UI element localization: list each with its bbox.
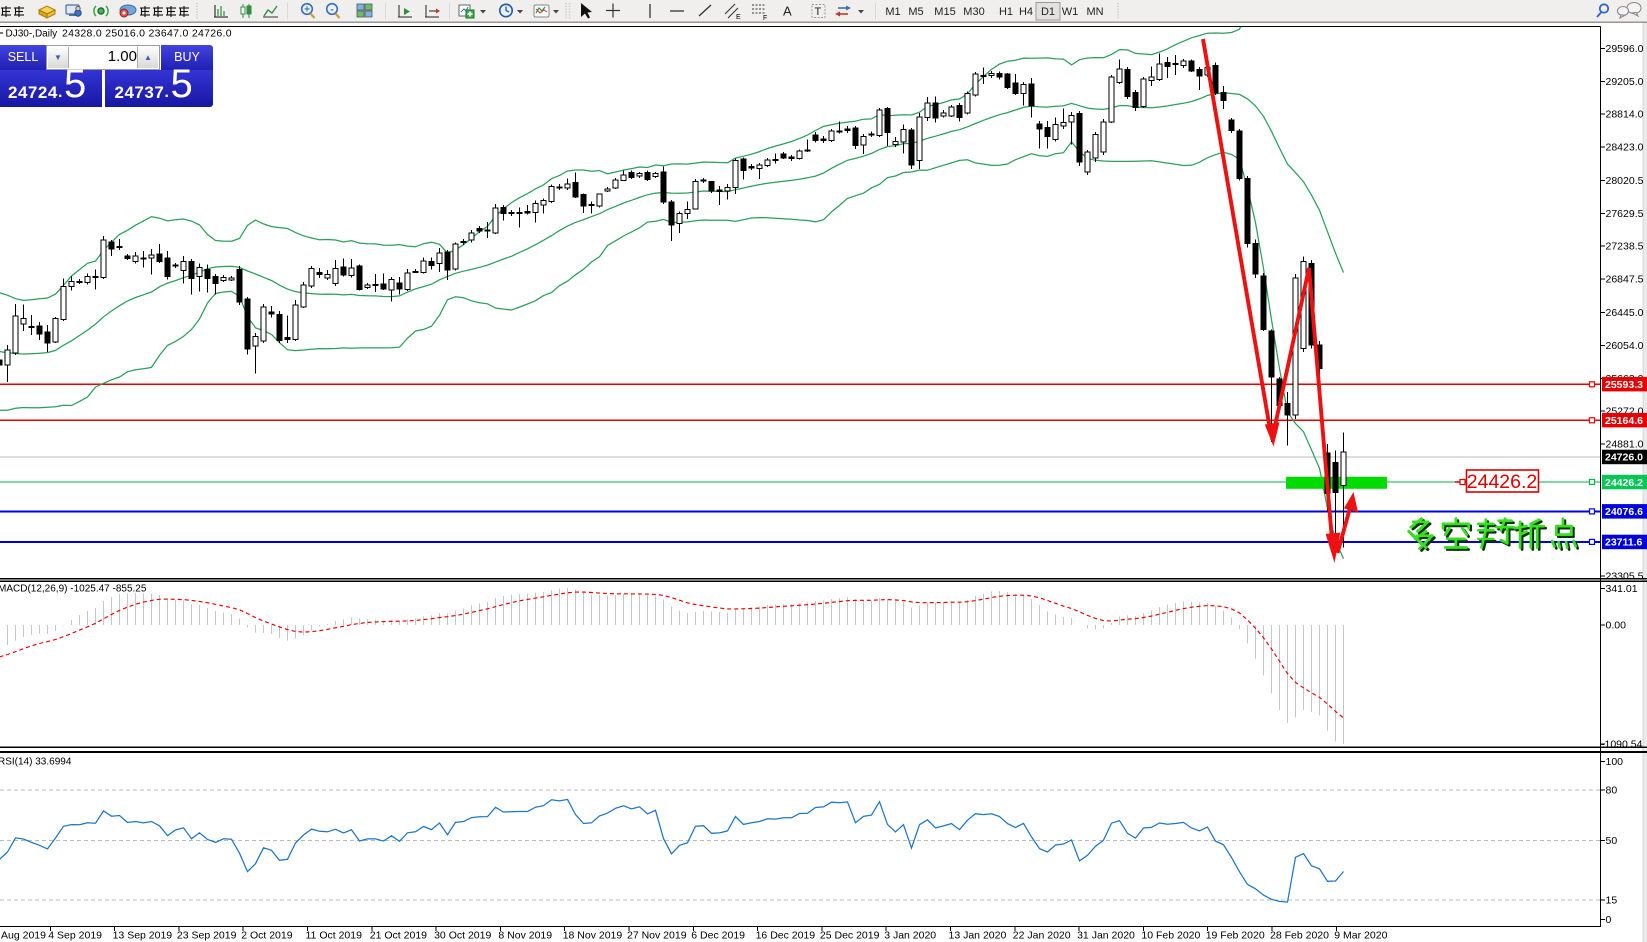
svg-text:Aug 2019: Aug 2019	[1, 930, 46, 942]
svg-text:M15: M15	[934, 6, 955, 18]
svg-text:11 Oct 2019: 11 Oct 2019	[306, 930, 363, 942]
svg-text:21 Oct 2019: 21 Oct 2019	[370, 930, 427, 942]
svg-text:MACD(12,26,9) -1025.47 -855.25: MACD(12,26,9) -1025.47 -855.25	[0, 584, 147, 595]
svg-text:10 Feb 2020: 10 Feb 2020	[1141, 930, 1200, 942]
svg-text:H1: H1	[999, 6, 1013, 18]
svg-text:A: A	[783, 4, 792, 19]
svg-text:26445.0: 26445.0	[1606, 307, 1644, 319]
svg-text:50: 50	[1606, 835, 1618, 847]
svg-text:25164.6: 25164.6	[1605, 415, 1643, 427]
svg-text:4 Sep 2019: 4 Sep 2019	[48, 930, 102, 942]
svg-text:MN: MN	[1086, 6, 1103, 18]
svg-text:-1090.54: -1090.54	[1601, 739, 1643, 751]
svg-text:15: 15	[1606, 894, 1618, 906]
svg-text:28814.0: 28814.0	[1606, 109, 1644, 121]
svg-text:M30: M30	[963, 6, 984, 18]
svg-text:13 Jan 2020: 13 Jan 2020	[949, 930, 1007, 942]
svg-text:24426.2: 24426.2	[1605, 477, 1643, 489]
svg-text:13 Sep 2019: 13 Sep 2019	[113, 930, 173, 942]
svg-text:24726.0: 24726.0	[1605, 452, 1643, 464]
svg-text:80: 80	[1606, 784, 1618, 796]
svg-text:24881.0: 24881.0	[1606, 438, 1644, 450]
svg-text:M5: M5	[908, 6, 923, 18]
svg-text:29596.0: 29596.0	[1606, 43, 1644, 55]
svg-text:31 Jan 2020: 31 Jan 2020	[1077, 930, 1135, 942]
svg-text:W1: W1	[1062, 6, 1079, 18]
svg-text:3 Jan 2020: 3 Jan 2020	[884, 930, 936, 942]
svg-text:28020.5: 28020.5	[1606, 175, 1644, 187]
svg-text:16 Dec 2019: 16 Dec 2019	[756, 930, 816, 942]
svg-text:30 Oct 2019: 30 Oct 2019	[434, 930, 491, 942]
svg-text:E: E	[736, 14, 741, 21]
svg-text:341.01: 341.01	[1606, 583, 1638, 595]
svg-text:2 Oct 2019: 2 Oct 2019	[241, 930, 293, 942]
svg-text:27 Nov 2019: 27 Nov 2019	[627, 930, 687, 942]
svg-text:8 Nov 2019: 8 Nov 2019	[498, 930, 552, 942]
svg-text:22 Jan 2020: 22 Jan 2020	[1013, 930, 1071, 942]
svg-text:M1: M1	[885, 6, 900, 18]
svg-text:RSI(14) 33.6994: RSI(14) 33.6994	[0, 757, 72, 768]
svg-text:23711.6: 23711.6	[1605, 537, 1643, 549]
svg-text:23 Sep 2019: 23 Sep 2019	[177, 930, 237, 942]
svg-text:100: 100	[1606, 756, 1624, 768]
svg-text:6 Dec 2019: 6 Dec 2019	[691, 930, 745, 942]
svg-text:0: 0	[1606, 914, 1612, 926]
svg-text:9 Mar 2020: 9 Mar 2020	[1334, 930, 1387, 942]
svg-text:27238.5: 27238.5	[1606, 241, 1644, 253]
svg-text:26847.5: 26847.5	[1606, 274, 1644, 286]
svg-text:24328.0 25016.0 23647.0 24726.: 24328.0 25016.0 23647.0 24726.0	[62, 28, 232, 40]
svg-text:-: -	[330, 5, 333, 16]
svg-text:DJ30-,Daily: DJ30-,Daily	[6, 29, 58, 40]
svg-text:26054.0: 26054.0	[1606, 340, 1644, 352]
svg-text:18 Nov 2019: 18 Nov 2019	[563, 930, 623, 942]
svg-text:28 Feb 2020: 28 Feb 2020	[1270, 930, 1329, 942]
svg-text:24426.2: 24426.2	[1467, 471, 1538, 493]
svg-text:H4: H4	[1019, 6, 1033, 18]
svg-text:19 Feb 2020: 19 Feb 2020	[1206, 930, 1265, 942]
svg-text:23305.5: 23305.5	[1606, 570, 1644, 582]
svg-text:27629.5: 27629.5	[1606, 208, 1644, 220]
svg-text:29205.0: 29205.0	[1606, 76, 1644, 88]
svg-text:F: F	[763, 15, 767, 22]
svg-text:0.00: 0.00	[1606, 620, 1627, 632]
svg-text:28423.0: 28423.0	[1606, 141, 1644, 153]
svg-text:D1: D1	[1041, 6, 1055, 18]
svg-text:T: T	[815, 6, 822, 18]
svg-text:24076.6: 24076.6	[1605, 506, 1643, 518]
svg-text:25 Dec 2019: 25 Dec 2019	[820, 930, 880, 942]
svg-text:25593.3: 25593.3	[1605, 379, 1643, 391]
svg-text:+: +	[304, 5, 310, 16]
